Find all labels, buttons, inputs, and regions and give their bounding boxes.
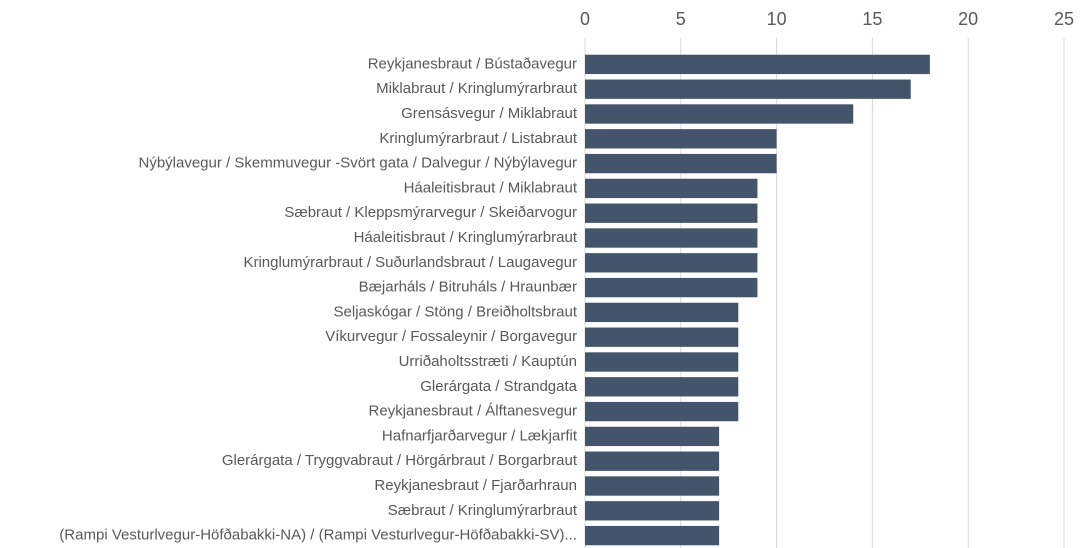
bar (585, 203, 758, 223)
y-tick-label: Seljaskógar / Stöng / Breiðholtsbraut (334, 303, 578, 320)
y-tick-label: Reykjanesbraut / Fjarðarhraun (374, 477, 577, 494)
y-tick-label: Urriðaholtsstræti / Kauptún (399, 353, 577, 370)
y-tick-label: Grensásvegur / Miklabraut (401, 105, 578, 122)
bar (585, 79, 911, 99)
y-tick-label: Kringlumýrarbraut / Suðurlandsbraut / La… (243, 254, 577, 271)
y-tick-label: Reykjanesbraut / Álftanesvegur (369, 403, 577, 420)
bar (585, 129, 777, 149)
y-tick-label: Kringlumýrarbraut / Listabraut (379, 130, 577, 147)
y-tick-label: Nýbýlavegur / Skemmuvegur -Svört gata / … (138, 155, 577, 172)
bar (585, 476, 720, 496)
y-tick-label: Bæjarháls / Bitruháls / Hraunbær (359, 279, 577, 296)
bar (585, 104, 854, 124)
y-tick-label: Víkurvegur / Fossaleynir / Borgavegur (325, 328, 577, 345)
y-tick-label: Hafnarfjarðarvegur / Lækjarfit (382, 427, 578, 444)
y-tick-label: (Rampi Vesturlvegur-Höfðabakki-NA) / (Ra… (59, 527, 577, 544)
bar (585, 277, 758, 298)
bar (585, 327, 739, 347)
x-tick-label: 10 (767, 9, 787, 29)
x-tick-label: 20 (958, 9, 978, 29)
bar (585, 525, 720, 546)
bar (585, 302, 739, 323)
y-tick-label: Háaleitisbraut / Miklabraut (404, 179, 578, 196)
y-tick-label: Miklabraut / Kringlumýrarbraut (376, 80, 578, 97)
bar (585, 401, 739, 422)
bar (585, 54, 930, 75)
bar (585, 352, 739, 372)
bar (585, 253, 758, 273)
y-tick-label: Háaleitisbraut / Kringlumýrarbraut (354, 229, 578, 246)
y-tick-label: Glerárgata / Tryggvabraut / Hörgárbraut … (222, 452, 578, 469)
bar (585, 228, 758, 248)
bar (585, 426, 720, 447)
bar (585, 501, 720, 521)
y-tick-label: Glerárgata / Strandgata (420, 378, 577, 395)
bar (585, 377, 739, 397)
bar (585, 178, 758, 199)
x-tick-label: 15 (862, 9, 882, 29)
y-tick-label: Sæbraut / Kleppsmýrarvegur / Skeiðarvogu… (284, 204, 577, 221)
bar (585, 451, 720, 471)
y-tick-label: Reykjanesbraut / Bústaðavegur (368, 55, 577, 72)
x-tick-label: 25 (1054, 9, 1074, 29)
y-tick-label: Sæbraut / Kringlumýrarbraut (388, 502, 578, 519)
x-tick-label: 0 (580, 9, 590, 29)
x-tick-label: 5 (676, 9, 686, 29)
bar (585, 153, 777, 174)
